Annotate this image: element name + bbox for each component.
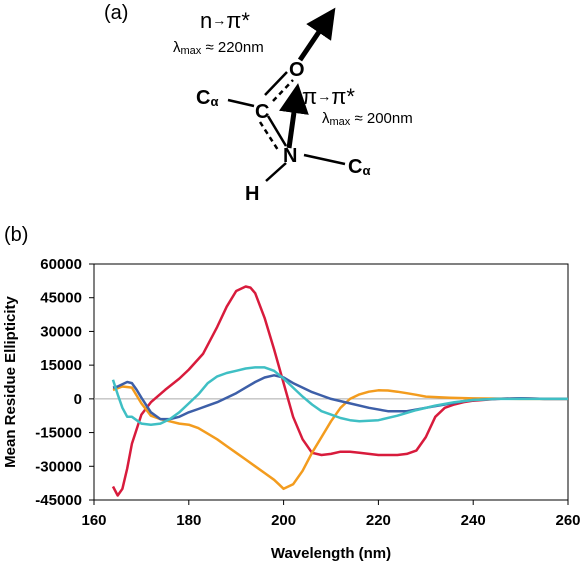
bond-n-h [265, 162, 287, 182]
atom-h: H [245, 183, 259, 205]
series-line-1 [111, 285, 568, 497]
y-tick-label: -30000 [35, 458, 82, 475]
x-tick-label: 220 [366, 512, 391, 529]
x-tick-label: 260 [555, 512, 580, 529]
n-pi-star-arrow [297, 7, 336, 62]
y-tick-label: -45000 [35, 492, 82, 509]
y-axis-ticks: 60000 45000 30000 15000 0 -15000 -30000 -45000 [35, 256, 94, 509]
pi-pi-star-label: π→π* [302, 84, 355, 109]
bond-c-n-dashed [258, 121, 280, 151]
bond-ca-c [227, 98, 255, 108]
atom-n: N [283, 145, 297, 167]
series-lines [111, 285, 568, 497]
x-tick-label: 160 [81, 512, 106, 529]
plot-frame [93, 263, 569, 501]
bond-n-ca [303, 153, 346, 166]
y-tick-label: 15000 [40, 357, 82, 374]
x-axis-title: Wavelength (nm) [271, 545, 391, 562]
atom-c: C [255, 101, 269, 123]
y-tick-label: 60000 [40, 256, 82, 273]
atom-calpha-left: Cα [196, 87, 218, 109]
lambda-max-220-label: λmax ≈ 220nm [173, 39, 264, 57]
x-tick-label: 200 [271, 512, 296, 529]
atom-o: O [289, 59, 305, 81]
x-axis-ticks: 160 180 200 220 240 260 [81, 500, 581, 529]
y-axis-title: Mean Residue Ellipticity [2, 295, 19, 467]
panel-a-label: (a) [104, 2, 129, 24]
x-tick-label: 180 [176, 512, 201, 529]
y-tick-label: 30000 [40, 323, 82, 340]
bond-c-o-dashed [272, 79, 294, 102]
n-pi-star-label: n→π* [200, 8, 250, 33]
atom-calpha-right: Cα [348, 156, 370, 178]
series-line-3 [112, 374, 568, 421]
panel-b-label: (b) [4, 224, 29, 246]
y-tick-label: -15000 [35, 425, 82, 442]
series-line-4 [111, 366, 568, 426]
series-line-2 [112, 385, 568, 491]
bond-c-n-single [266, 115, 288, 147]
bond-c-o-single [264, 71, 288, 96]
x-tick-label: 240 [461, 512, 486, 529]
lambda-max-200-label: λmax ≈ 200nm [322, 110, 413, 128]
pi-pi-star-arrow [279, 83, 309, 149]
y-tick-label: 0 [74, 391, 82, 408]
y-tick-label: 45000 [40, 290, 82, 307]
